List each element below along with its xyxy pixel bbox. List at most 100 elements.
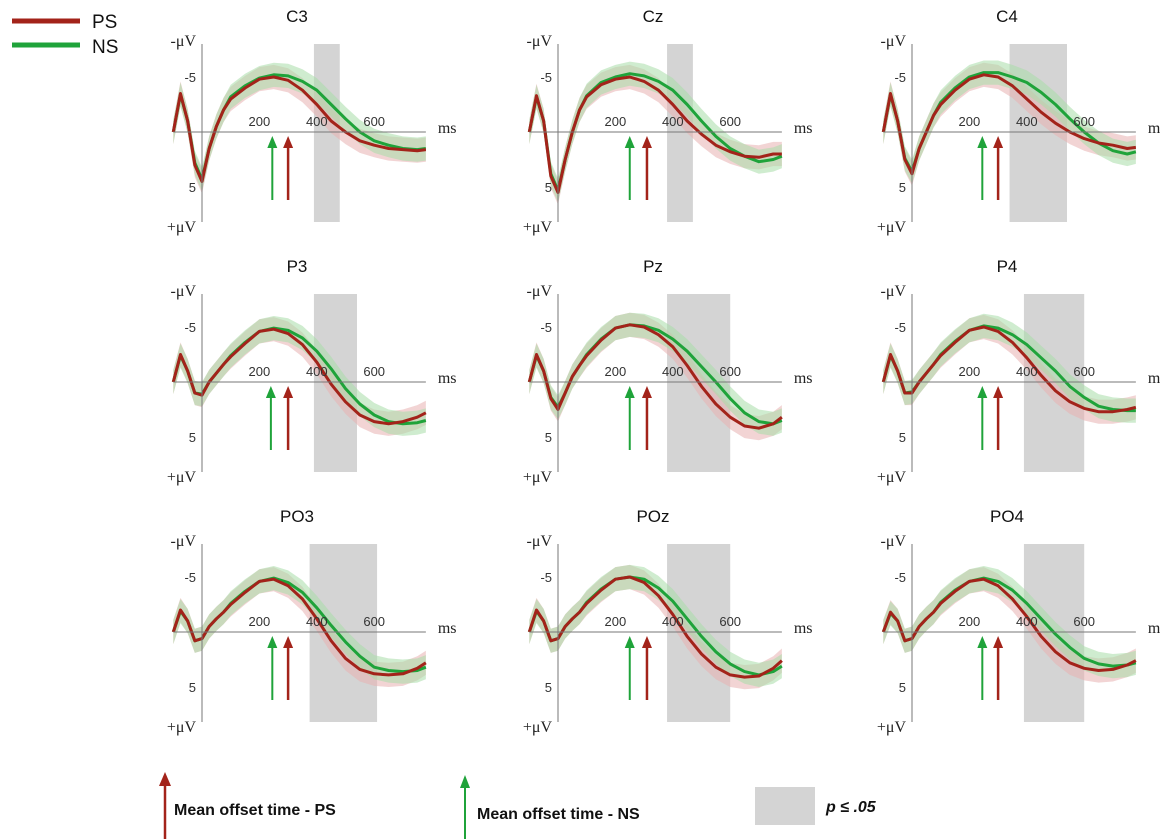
panel-title: Cz [643, 7, 664, 26]
x-tick-label: 400 [306, 614, 328, 629]
x-tick-label: 200 [605, 114, 627, 129]
footer-ns-arrow [460, 775, 470, 839]
x-label: ms [1148, 370, 1160, 387]
x-tick-label: 200 [959, 114, 981, 129]
y-label-top: -μV [881, 533, 907, 550]
band-ns [173, 62, 426, 192]
offset-arrow-ns [977, 136, 988, 200]
series-line-ps [881, 577, 1137, 672]
offset-arrow-ps [283, 386, 294, 450]
y-tick-label: -5 [894, 70, 906, 85]
x-tick-label: 600 [363, 614, 385, 629]
x-tick-label: 200 [959, 364, 981, 379]
panel-title: P3 [287, 257, 308, 276]
footer-ns-label: Mean offset time - NS [477, 806, 640, 823]
panel-c3: C3 -μV +μV -5 5 200 400 600 ms [167, 7, 457, 236]
footer-legend: Mean offset time - PS Mean offset time -… [159, 772, 877, 839]
footer-ps-arrow [159, 772, 171, 839]
offset-arrow-ps [283, 636, 294, 700]
panel-po4: PO4 -μV +μV -5 5 200 400 600 ms [877, 507, 1160, 736]
y-label-bottom: +μV [167, 219, 197, 236]
y-tick-label: -5 [184, 70, 196, 85]
y-label-top: -μV [881, 283, 907, 300]
panel-title: C3 [286, 7, 308, 26]
panel-p3: P3 -μV +μV -5 5 200 400 600 ms [167, 257, 457, 486]
y-tick-label: -5 [894, 570, 906, 585]
y-label-top: -μV [881, 33, 907, 50]
y-tick-label: 5 [545, 430, 552, 445]
offset-arrow-ns [624, 386, 635, 450]
y-label-top: -μV [171, 283, 197, 300]
panel-c4: C4 -μV +μV -5 5 200 400 600 ms [877, 7, 1160, 236]
band-ns [529, 312, 782, 436]
offset-arrow-ns [267, 636, 278, 700]
offset-arrow-ns [265, 386, 276, 450]
x-tick-label: 400 [306, 364, 328, 379]
panel-title: PO3 [280, 507, 314, 526]
panel-cz: Cz -μV +μV -5 5 200 400 600 ms [523, 7, 813, 236]
offset-arrow-ps [993, 636, 1004, 700]
panel-title: C4 [996, 7, 1018, 26]
x-tick-label: 200 [249, 364, 271, 379]
series-line-ps [527, 323, 783, 430]
y-tick-label: -5 [894, 320, 906, 335]
x-tick-label: 600 [363, 364, 385, 379]
x-tick-label: 600 [1073, 364, 1095, 379]
band-ns [173, 566, 426, 684]
offset-arrow-ps [641, 386, 652, 450]
y-tick-label: 5 [189, 180, 196, 195]
band-ns [883, 60, 1136, 184]
x-tick-label: 200 [249, 614, 271, 629]
offset-arrow-ps [641, 636, 652, 700]
x-label: ms [438, 620, 457, 637]
x-tick-label: 400 [662, 614, 684, 629]
x-tick-label: 200 [605, 364, 627, 379]
x-tick-label: 400 [1016, 364, 1038, 379]
x-label: ms [438, 370, 457, 387]
y-label-bottom: +μV [167, 719, 197, 736]
y-tick-label: -5 [184, 320, 196, 335]
x-tick-label: 600 [1073, 114, 1095, 129]
x-label: ms [1148, 620, 1160, 637]
y-tick-label: -5 [540, 320, 552, 335]
offset-arrow-ps [993, 136, 1004, 200]
y-label-bottom: +μV [523, 469, 553, 486]
footer-ps-label: Mean offset time - PS [174, 802, 336, 819]
y-label-top: -μV [171, 533, 197, 550]
y-label-bottom: +μV [877, 469, 907, 486]
series-line-ps [881, 73, 1137, 176]
panel-title: PO4 [990, 507, 1024, 526]
y-tick-label: -5 [540, 70, 552, 85]
x-label: ms [1148, 120, 1160, 137]
y-tick-label: 5 [189, 680, 196, 695]
y-label-bottom: +μV [523, 719, 553, 736]
y-tick-label: 5 [899, 180, 906, 195]
y-label-top: -μV [527, 283, 553, 300]
x-tick-label: 400 [1016, 614, 1038, 629]
series-line-ps [171, 577, 427, 677]
x-tick-label: 200 [605, 614, 627, 629]
legend-ns-label: NS [92, 37, 118, 58]
y-tick-label: 5 [545, 680, 552, 695]
panel-title: P4 [997, 257, 1018, 276]
offset-arrow-ns [624, 636, 635, 700]
x-label: ms [794, 370, 813, 387]
x-tick-label: 600 [363, 114, 385, 129]
offset-arrow-ps [641, 136, 652, 200]
x-tick-label: 400 [662, 114, 684, 129]
band-ns [173, 316, 426, 436]
y-label-bottom: +μV [523, 219, 553, 236]
footer-sig-label: p ≤ .05 [825, 799, 877, 816]
x-tick-label: 400 [1016, 114, 1038, 129]
x-tick-label: 600 [719, 614, 741, 629]
x-tick-label: 400 [662, 364, 684, 379]
series-line-ps [171, 327, 427, 426]
panel-pz: Pz -μV +μV -5 5 200 400 600 ms [523, 257, 813, 486]
x-tick-label: 600 [719, 364, 741, 379]
offset-arrow-ns [267, 136, 278, 200]
x-label: ms [438, 120, 457, 137]
y-label-top: -μV [171, 33, 197, 50]
footer-sig-swatch [755, 787, 815, 825]
panel-p4: P4 -μV +μV -5 5 200 400 600 ms [877, 257, 1160, 486]
legend: PS NS [12, 12, 118, 58]
